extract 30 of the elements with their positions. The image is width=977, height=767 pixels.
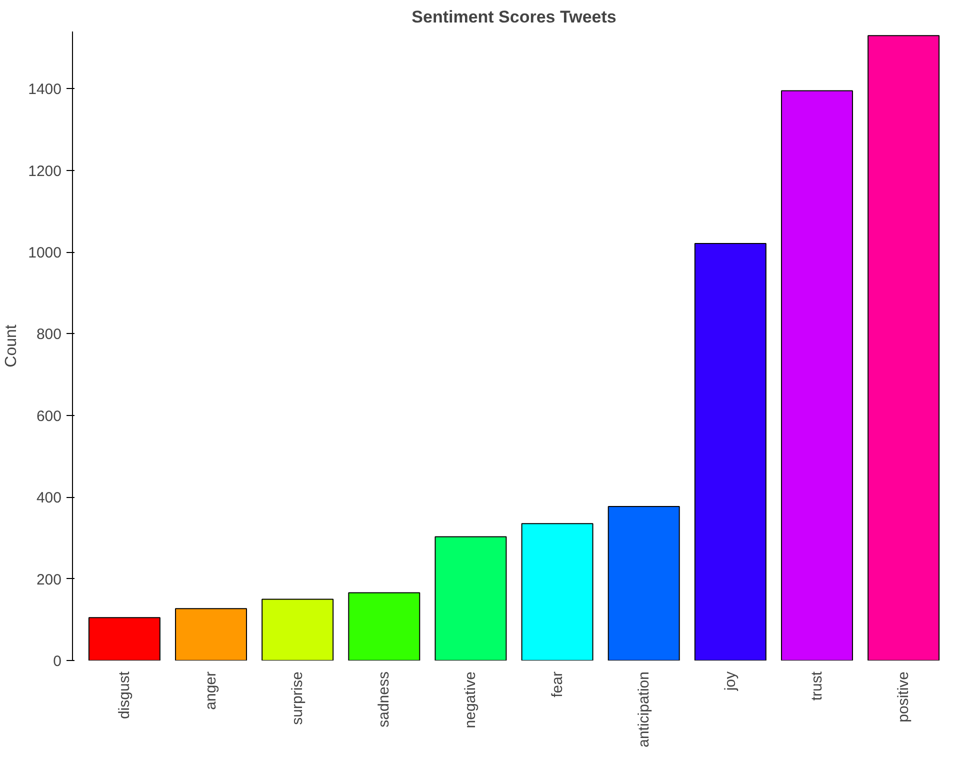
x-tick-label: negative — [462, 671, 480, 728]
bar — [868, 35, 940, 660]
chart-title: Sentiment Scores Tweets — [412, 8, 616, 26]
y-tick-label: 1200 — [28, 162, 62, 180]
x-tick-label: trust — [808, 670, 826, 701]
bar — [348, 592, 420, 660]
bar — [521, 523, 594, 660]
bar — [608, 506, 680, 660]
y-tick-label: 200 — [36, 571, 62, 588]
y-tick-label: 1000 — [28, 244, 62, 262]
x-tick-label: fear — [548, 671, 566, 698]
y-tick-label: 0 — [53, 653, 62, 670]
x-tick-label: disgust — [116, 670, 133, 720]
bar — [88, 617, 160, 660]
x-tick-label: positive — [895, 672, 912, 722]
x-tick-label: joy — [722, 671, 739, 692]
y-tick-label: 1400 — [28, 81, 62, 98]
bar — [780, 90, 853, 660]
y-tick-label: 400 — [36, 490, 62, 507]
x-tick-label: anger — [202, 671, 220, 710]
bar — [694, 242, 766, 660]
bar — [262, 598, 334, 660]
x-tick-label: anticipation — [635, 671, 652, 748]
y-tick-label: 800 — [36, 326, 62, 344]
y-axis-title: Count — [3, 324, 20, 368]
x-tick-label: surprise — [289, 671, 306, 725]
y-tick-label: 600 — [36, 408, 62, 425]
bar — [175, 608, 248, 660]
x-tick-label: sadness — [376, 671, 393, 728]
bar — [434, 536, 507, 660]
